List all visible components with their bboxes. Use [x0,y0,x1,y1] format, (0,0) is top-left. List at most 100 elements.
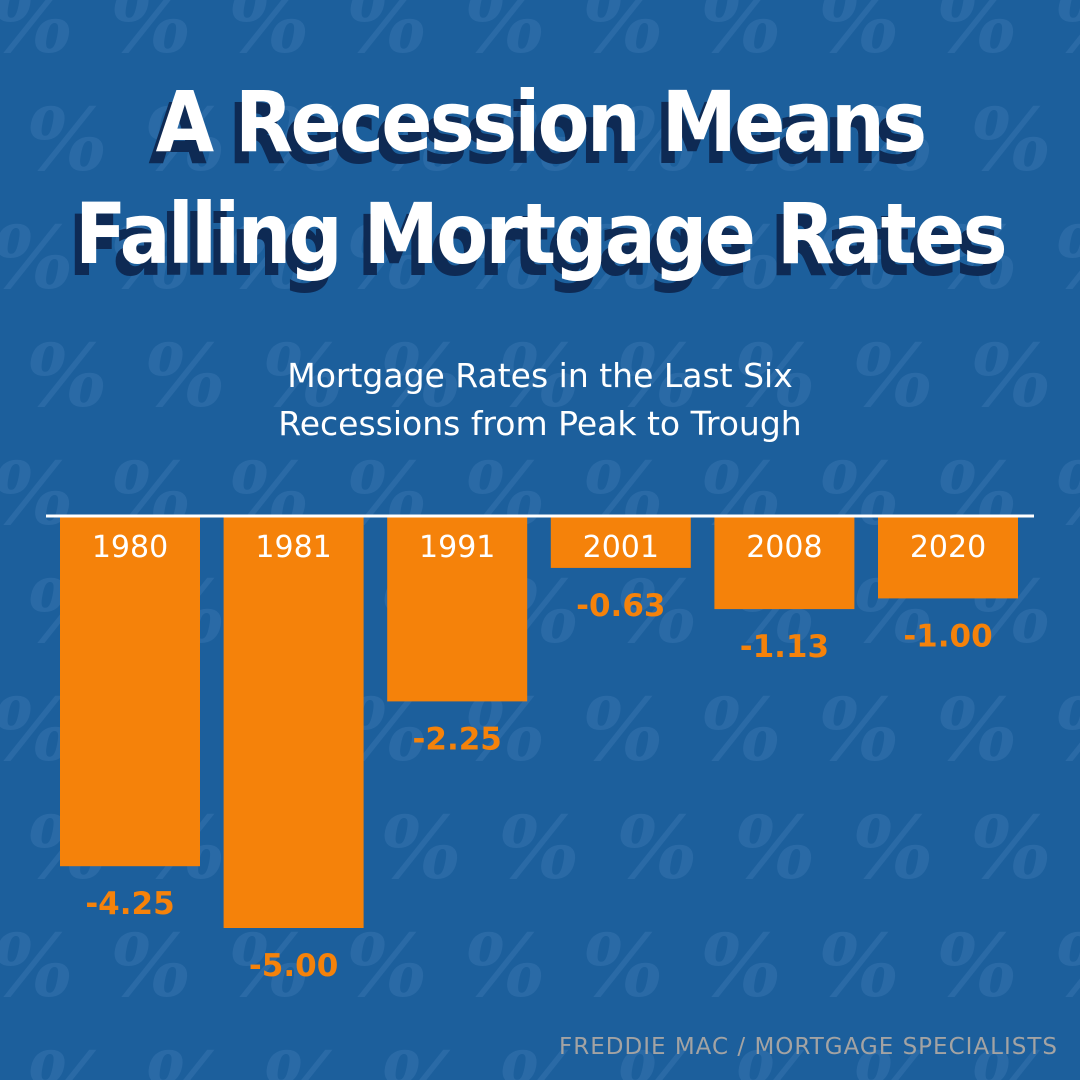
title-line-2-text: Falling Mortgage Rates [75,185,1008,283]
subtitle-line-1: Mortgage Rates in the Last Six [287,356,793,395]
category-label-2001: 2001 [583,530,659,565]
percent-pattern-glyph: % [818,208,900,309]
value-label-1991: -2.25 [413,721,502,757]
title-line-1-shadow: A Recession Means [148,85,920,183]
percent-pattern-glyph: % [262,90,344,191]
percent-pattern-glyph: % [1054,688,1080,774]
percent-pattern-glyph: % [700,0,782,73]
percent-pattern-glyph: % [262,1042,344,1080]
percent-pattern-glyph: % [144,326,226,427]
percent-pattern-glyph: % [380,798,462,899]
percent-pattern-glyph: % [852,326,934,427]
title-line-1: A Recession Means A Recession Means [54,66,1026,183]
bar-2001 [550,516,691,568]
percent-pattern-glyph: % [380,1042,462,1080]
percent-pattern-glyph: % [464,208,546,309]
percent-pattern-glyph: % [498,326,580,427]
category-label-2020: 2020 [910,530,986,565]
percent-pattern-glyph: % [0,0,74,73]
percent-pattern-glyph: % [26,326,108,427]
bar-2020 [878,516,1018,599]
percent-pattern-glyph: % [734,798,816,899]
title-line-2: Falling Mortgage Rates Falling Mortgage … [54,178,1026,295]
percent-pattern-glyph: % [818,0,900,73]
percent-pattern-glyph: % [616,90,698,191]
percent-pattern-glyph: % [26,1042,108,1080]
value-label-2001: -0.63 [576,588,665,624]
percent-pattern-glyph: % [228,916,310,1017]
percent-pattern-glyph: % [852,90,934,191]
percent-pattern-glyph: % [228,208,310,309]
title-line-2-shadow: Falling Mortgage Rates [67,197,1001,295]
percent-pattern-glyph: % [228,0,310,73]
percent-pattern-glyph: % [582,208,664,309]
percent-pattern-glyph: % [700,208,782,309]
percent-pattern-glyph: % [110,916,192,1017]
bar-2008 [714,516,855,610]
percent-pattern-glyph: % [1054,924,1080,1010]
percent-pattern-glyph: % [936,916,1018,1017]
percent-pattern-glyph: % [464,680,546,781]
percent-pattern-glyph: % [700,916,782,1017]
percent-pattern-glyph: % [262,326,344,427]
percent-pattern-glyph: % [852,1042,934,1080]
bar-1981 [223,516,364,928]
percent-pattern-glyph: % [734,90,816,191]
percent-pattern-glyph: % [498,798,580,899]
percent-pattern-glyph: % [582,0,664,73]
percent-pattern-glyph: % [144,1042,226,1080]
percent-pattern-glyph: % [936,0,1018,73]
percent-pattern-glyph: % [0,208,74,309]
percent-pattern-glyph: % [110,0,192,73]
bar-1991 [387,516,528,702]
percent-pattern-glyph: % [1054,0,1080,66]
percent-pattern-glyph: % [110,208,192,309]
percent-pattern-glyph: % [734,1042,816,1080]
percent-pattern-glyph: % [734,326,816,427]
percent-pattern-glyph: % [26,90,108,191]
percent-pattern-glyph: % [1054,216,1080,302]
percent-pattern-glyph: % [1054,452,1080,538]
percent-pattern-glyph: % [616,1042,698,1080]
percent-pattern-glyph: % [346,0,428,73]
category-label-1991: 1991 [419,530,495,565]
category-label-2008: 2008 [746,530,822,565]
percent-pattern-glyph: % [616,326,698,427]
value-label-1980: -4.25 [85,886,174,922]
bar-1980 [60,516,200,867]
percent-pattern-glyph: % [498,1042,580,1080]
percent-pattern-glyph: % [346,208,428,309]
chart-subtitle: Mortgage Rates in the Last Six Recession… [0,352,1080,448]
percent-pattern-glyph: % [0,916,74,1017]
percent-pattern-glyph: % [970,90,1052,191]
percent-pattern-glyph: % [970,1042,1052,1080]
percent-pattern-glyph: % [498,90,580,191]
percent-pattern-glyph: % [616,562,698,663]
percent-pattern-glyph: % [464,0,546,73]
category-label-1980: 1980 [92,530,168,565]
category-label-1981: 1981 [255,530,331,565]
percent-pattern-glyph: % [700,680,782,781]
percent-pattern-glyph: % [582,680,664,781]
page-title: A Recession Means A Recession Means Fall… [0,66,1080,295]
source-credit: FREDDIE MAC / MORTGAGE SPECIALISTS [559,1034,1058,1060]
title-line-1-text: A Recession Means [155,73,928,171]
value-label-2020: -1.00 [903,618,992,654]
percent-pattern-glyph: % [970,798,1052,899]
percent-pattern-glyph: % [346,916,428,1017]
percent-pattern-glyph: % [616,798,698,899]
percent-pattern-glyph: % [818,916,900,1017]
percent-pattern-glyph: % [582,916,664,1017]
percent-pattern-glyph: % [144,90,226,191]
value-label-2008: -1.13 [740,629,829,665]
percent-pattern-glyph: % [818,680,900,781]
value-label-1981: -5.00 [249,948,338,984]
percent-pattern-glyph: % [936,680,1018,781]
percent-pattern-glyph: % [464,916,546,1017]
percent-pattern-glyph: % [380,326,462,427]
subtitle-line-2: Recessions from Peak to Trough [278,404,802,443]
percent-pattern-glyph: % [936,208,1018,309]
percent-pattern-glyph: % [852,798,934,899]
percent-pattern-glyph: % [970,326,1052,427]
